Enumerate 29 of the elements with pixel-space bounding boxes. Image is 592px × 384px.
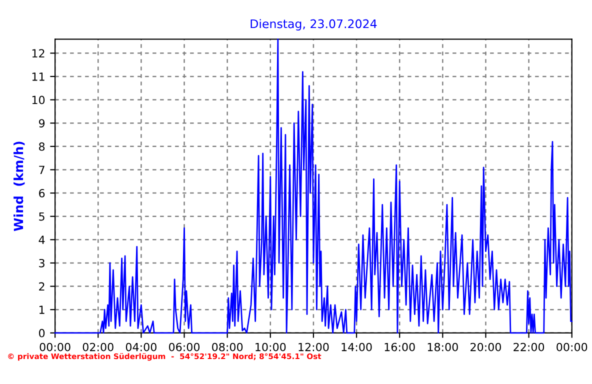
- line-series: [54, 38, 573, 334]
- y-axis-title: Wind (km/h): [14, 142, 25, 232]
- x-tick-label: 00:00: [40, 342, 70, 352]
- y-tick-label: 10: [32, 96, 45, 104]
- y-tick-label: 9: [38, 119, 45, 128]
- y-tick-label: 0: [38, 328, 45, 338]
- y-tick-label: 6: [39, 189, 45, 198]
- y-tick-label: 4: [38, 236, 45, 244]
- x-tick-label: 10:00: [256, 342, 286, 352]
- y-tick-label: 8: [39, 142, 45, 151]
- chart-title: Dienstag, 23.07.2024: [250, 19, 377, 31]
- x-tick-label: 14:00: [342, 342, 372, 352]
- y-tick-label: 11: [32, 72, 44, 81]
- x-tick-label: 02:00: [82, 342, 114, 352]
- x-tick-label: 06:00: [168, 342, 200, 352]
- x-tick-label: 20:00: [470, 342, 502, 352]
- x-tick-label: 08:00: [212, 342, 243, 352]
- x-tick-label: 22:00: [514, 342, 544, 352]
- x-tick-label: 04:00: [126, 342, 156, 352]
- y-tick-label: 2: [39, 282, 44, 291]
- x-tick-label: 12:00: [298, 342, 329, 352]
- y-tick-label: 3: [39, 258, 44, 268]
- y-tick-label: 7: [39, 166, 44, 174]
- x-tick-label: 18:00: [428, 342, 458, 352]
- x-tick-label: 16:00: [384, 342, 415, 352]
- y-tick-label: 12: [32, 49, 44, 58]
- y-tick-label: 5: [39, 212, 44, 221]
- y-tick-label: 1: [39, 306, 44, 314]
- x-tick-label: 00:00: [556, 342, 588, 352]
